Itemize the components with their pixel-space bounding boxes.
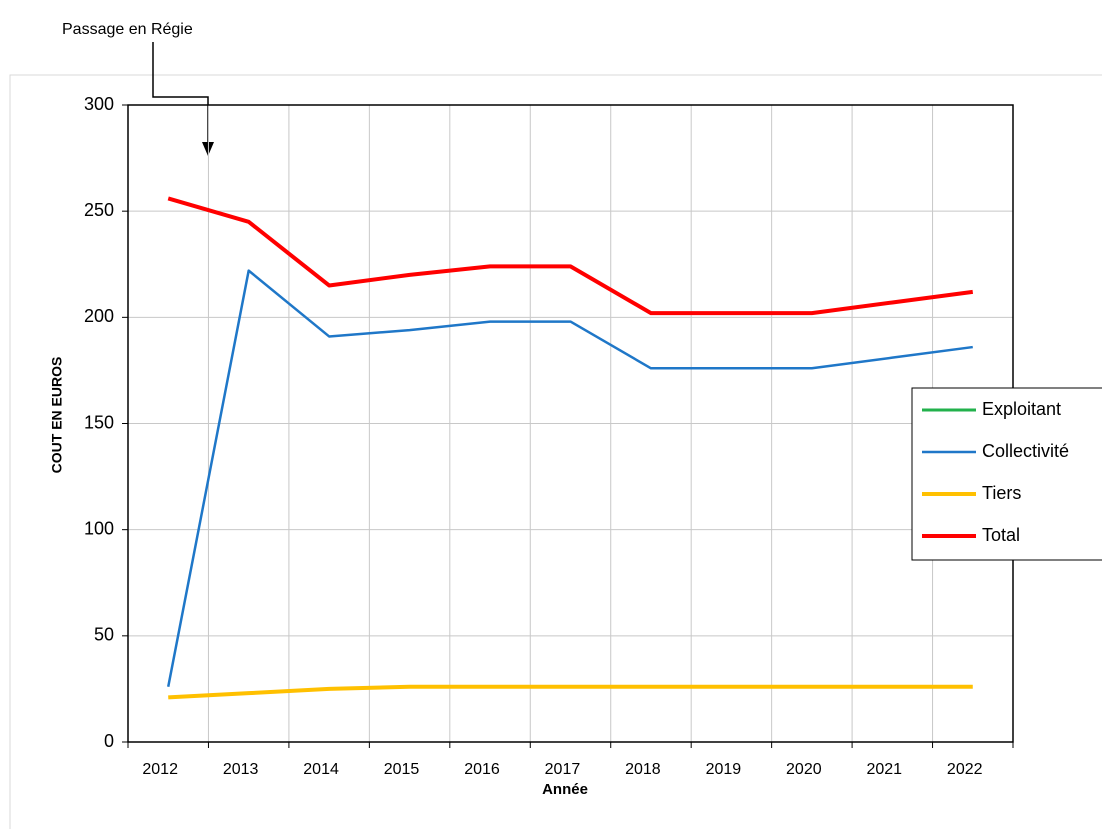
annotation: Passage en Régie bbox=[62, 21, 193, 38]
x-tick-label: 2021 bbox=[866, 761, 902, 778]
y-tick-label: 100 bbox=[84, 518, 114, 538]
y-tick-label: 250 bbox=[84, 200, 114, 220]
series-line bbox=[168, 684, 973, 700]
y-axis-label: COUT EN EUROS bbox=[49, 357, 65, 474]
x-tick-label: 2019 bbox=[706, 761, 742, 778]
y-tick-label: 0 bbox=[104, 731, 114, 751]
legend-box bbox=[911, 387, 1102, 561]
x-axis-label: Année bbox=[542, 781, 588, 798]
legend-label: Total bbox=[982, 525, 1020, 545]
legend-label: Exploitant bbox=[982, 399, 1061, 419]
annotation-arrow bbox=[152, 42, 209, 142]
series-line bbox=[167, 196, 974, 316]
y-tick-label: 150 bbox=[84, 412, 114, 432]
y-tick-label: 300 bbox=[84, 94, 114, 114]
x-tick-label: 2016 bbox=[464, 761, 500, 778]
x-tick-label: 2015 bbox=[384, 761, 420, 778]
legend-label: Tiers bbox=[982, 483, 1021, 503]
x-tick-label: 2014 bbox=[303, 761, 339, 778]
x-tick-label: 2020 bbox=[786, 761, 822, 778]
y-tick-label: 50 bbox=[94, 625, 114, 645]
chart-frame bbox=[9, 74, 1102, 829]
x-tick-label: 2013 bbox=[223, 761, 259, 778]
y-tick-label: 200 bbox=[84, 306, 114, 326]
series-line bbox=[167, 269, 973, 688]
x-tick-label: 2017 bbox=[545, 761, 581, 778]
x-tick-label: 2012 bbox=[142, 761, 178, 778]
x-tick-label: 2018 bbox=[625, 761, 661, 778]
x-tick-label: 2022 bbox=[947, 761, 983, 778]
legend-label: Collectivité bbox=[982, 441, 1069, 461]
